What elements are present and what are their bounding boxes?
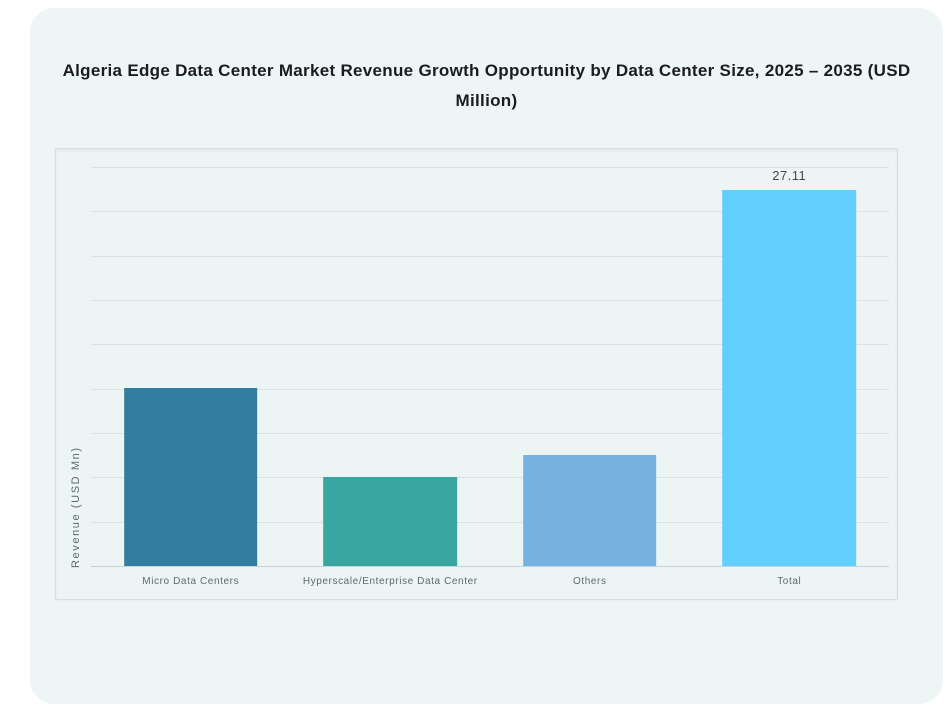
bar-micro-data-centers [123,388,258,566]
bars-container: 27.11 [91,167,889,566]
gridline [91,167,889,168]
bar-value-label: 27.11 [772,168,807,183]
gridline [91,255,889,257]
bar-others [522,455,657,566]
gridline [91,299,889,301]
bar-total [722,190,857,566]
chart-card: Algeria Edge Data Center Market Revenue … [30,8,943,704]
bar-slot: 27.11 [690,167,890,566]
bar-slot [91,167,291,566]
gridline [91,388,889,390]
y-axis-title: Revenue (USD Mn) [70,446,82,568]
plot-area: 27.11 [91,167,889,567]
gridline [91,477,889,479]
gridline [91,432,889,434]
x-axis-category-label: Total [777,576,802,587]
gridline [91,211,889,213]
plot-panel: Revenue (USD Mn) 27.11 Micro Data Center… [55,148,898,600]
bar-slot [291,167,491,566]
x-axis-category-label: Others [572,576,607,587]
chart-title: Algeria Edge Data Center Market Revenue … [62,61,911,110]
x-axis-baseline [91,566,889,567]
gridline [91,521,889,523]
x-axis-category-label: Micro Data Centers [142,576,240,587]
bar-slot [490,167,690,566]
bar-hyperscale-enterprise-data-center [323,477,458,566]
x-axis-labels: Micro Data Centers Hyperscale/Enterprise … [91,576,889,587]
x-axis-category-label: Hyperscale/Enterprise Data Center [302,576,478,587]
gridline [91,344,889,346]
